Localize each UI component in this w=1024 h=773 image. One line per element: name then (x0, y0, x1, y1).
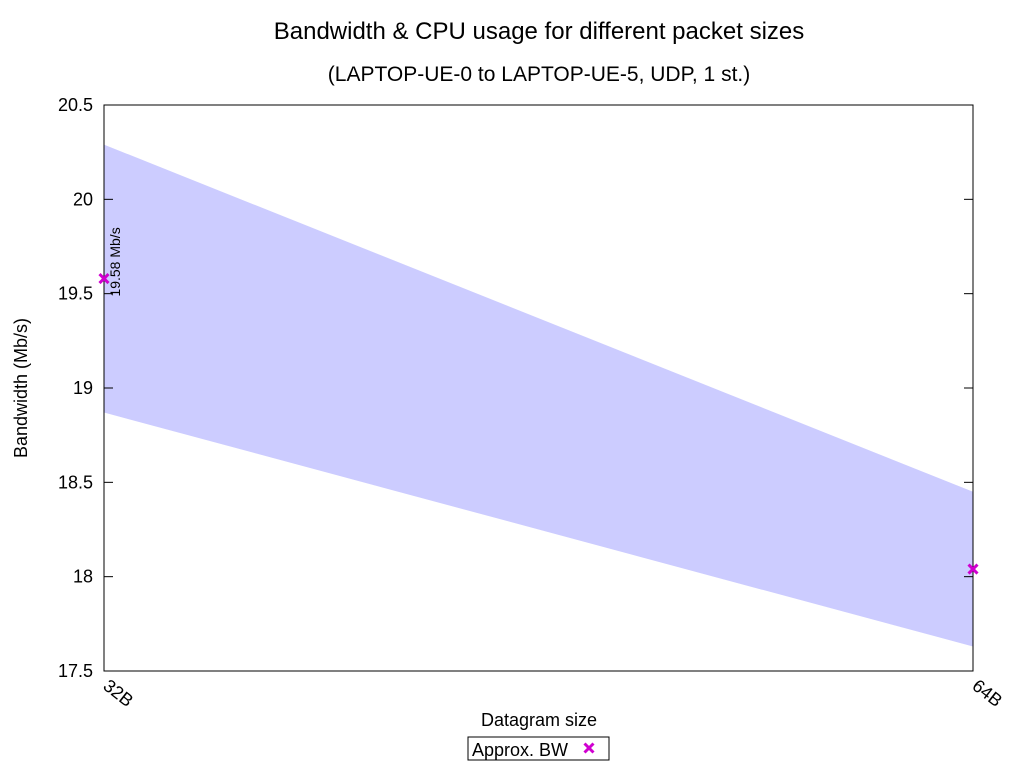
legend-box (467, 736, 610, 761)
data-point (967, 563, 979, 575)
y-tick-label: 18 (73, 567, 93, 587)
y-axis: 17.5 18 18.5 19 19.5 20 20.5 (58, 95, 973, 681)
y-tick-label: 19 (73, 378, 93, 398)
data-label: 19.58 Mb/s (107, 227, 123, 296)
x-axis: 32B 64B (100, 662, 1007, 711)
legend: Approx. BW (467, 736, 610, 761)
y-tick-label: 19.5 (58, 284, 93, 304)
data-marks: 19.58 Mb/s (98, 227, 979, 575)
chart-title: Bandwidth & CPU usage for different pack… (274, 18, 805, 45)
y-axis-label: Bandwidth (Mb/s) (11, 318, 31, 458)
y-tick-label: 17.5 (58, 661, 93, 681)
y-tick-label: 18.5 (58, 472, 93, 492)
legend-marker-icon (583, 742, 595, 754)
x-axis-label: Datagram size (481, 710, 597, 730)
legend-label: Approx. BW (472, 740, 568, 760)
x-tick-label: 32B (100, 675, 138, 710)
y-tick-label: 20.5 (58, 95, 93, 115)
confidence-band-layer (104, 144, 973, 647)
legend-x-marker (583, 742, 595, 754)
chart-subtitle: (LAPTOP-UE-0 to LAPTOP-UE-5, UDP, 1 st.) (328, 63, 750, 86)
x-tick-label: 64B (969, 675, 1007, 710)
confidence-band (104, 144, 973, 647)
y-tick-label: 20 (73, 189, 93, 209)
data-point (98, 273, 110, 285)
